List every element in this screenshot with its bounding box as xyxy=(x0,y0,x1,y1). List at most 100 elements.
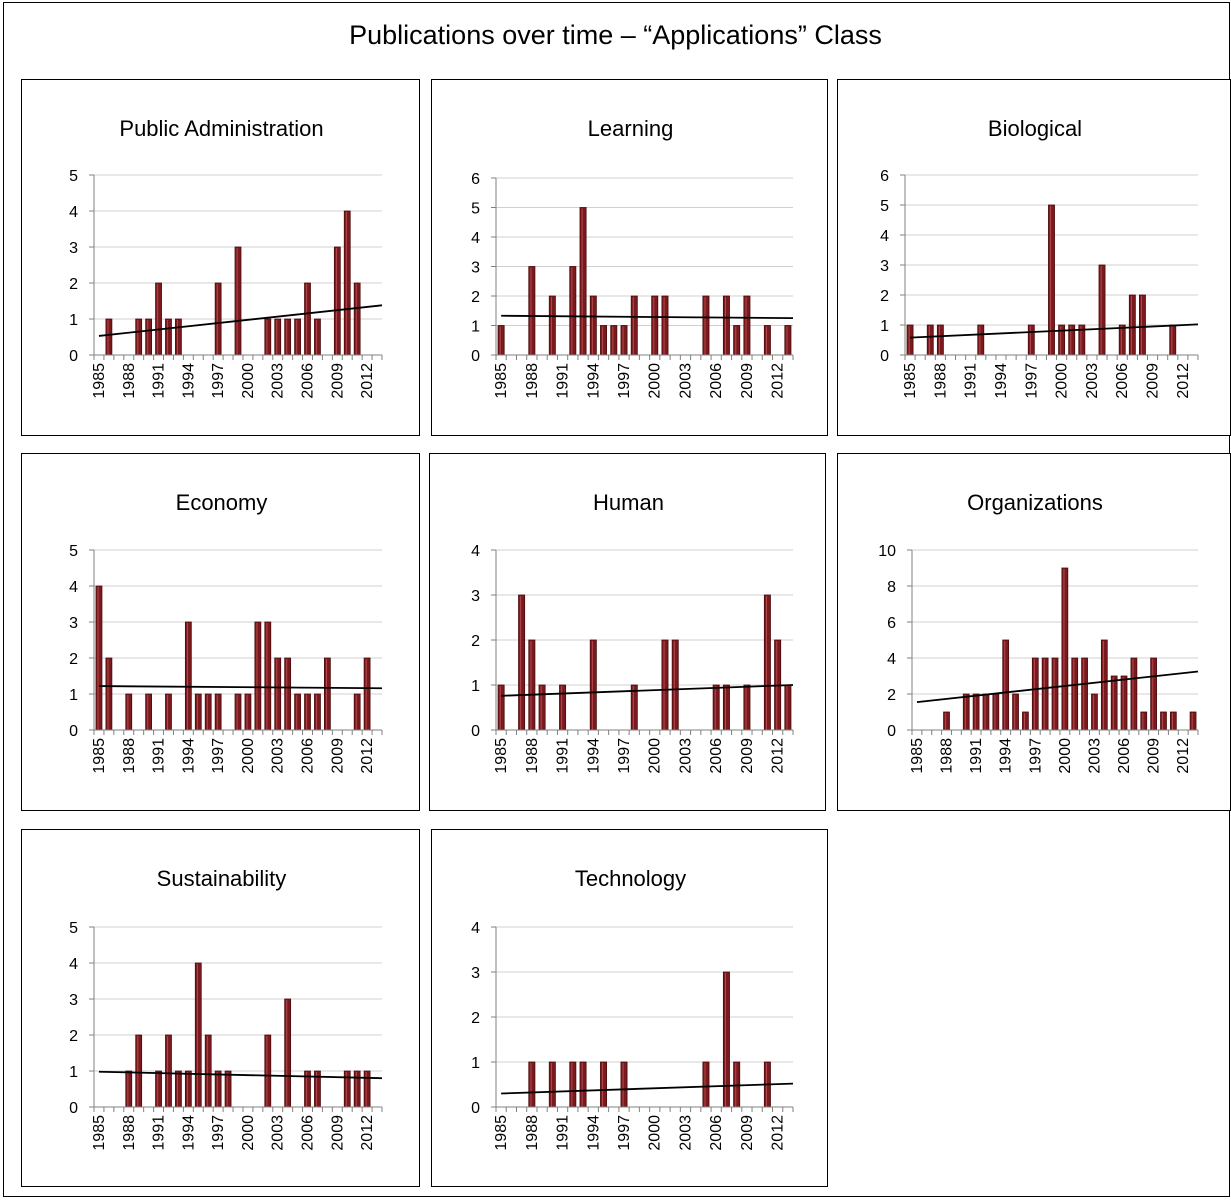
bar xyxy=(1100,639,1108,731)
x-tick-label: 2006 xyxy=(300,1115,317,1151)
chart-title: Learning xyxy=(588,116,674,141)
bar xyxy=(569,266,577,356)
trendline xyxy=(910,323,1199,339)
bar xyxy=(733,1061,741,1108)
chart-svg: Organizations 0 2 4 6 8 10 1985 1988 1991 1994 1997… xyxy=(878,490,1199,774)
y-tick-label: 3 xyxy=(880,258,889,275)
bar xyxy=(1071,657,1079,731)
y-tick-label: 6 xyxy=(880,168,889,185)
bar xyxy=(926,324,934,356)
bar xyxy=(962,693,970,731)
bar xyxy=(671,639,679,731)
bar xyxy=(304,693,311,731)
bar xyxy=(1091,693,1098,731)
x-tick-label: 1988 xyxy=(524,738,541,774)
bar xyxy=(274,657,282,731)
bar xyxy=(1150,657,1157,731)
y-tick-label: 3 xyxy=(69,240,78,257)
x-tick-label: 1985 xyxy=(902,363,919,399)
trendline xyxy=(916,670,1199,703)
x-tick-label: 1988 xyxy=(121,363,138,399)
y-tick-label: 2 xyxy=(69,276,78,293)
bar xyxy=(497,684,505,731)
y-tick-label: 2 xyxy=(887,687,896,704)
trendline xyxy=(501,1082,794,1095)
x-tick-label: 1985 xyxy=(493,1115,510,1151)
bar xyxy=(363,1070,371,1108)
bar xyxy=(620,1061,628,1108)
y-tick-label: 0 xyxy=(69,723,78,740)
x-tick-label: 1994 xyxy=(585,738,602,774)
x-tick-label: 2006 xyxy=(708,363,725,399)
x-tick-label: 1991 xyxy=(151,738,168,774)
y-tick-label: 0 xyxy=(471,723,480,740)
y-tick-label: 4 xyxy=(471,543,480,560)
bar xyxy=(95,585,103,731)
y-tick-label: 0 xyxy=(69,1100,78,1117)
bar xyxy=(702,1061,710,1108)
bar xyxy=(125,1070,133,1108)
bar xyxy=(1160,711,1167,731)
bar xyxy=(538,684,546,731)
bar xyxy=(1022,711,1029,731)
y-tick-label: 1 xyxy=(69,687,78,704)
chart-panel-human: Human 0 1 2 3 4 1985 1988 1991 1994 1997 2000 2003 20… xyxy=(429,453,826,811)
bar xyxy=(1061,567,1069,731)
x-tick-label: 2000 xyxy=(240,363,257,399)
bar xyxy=(1081,657,1088,731)
chart-svg: Learning 0 1 2 3 4 5 6 1985 1988 1991 1994 1997 2000 2… xyxy=(471,116,794,399)
bar xyxy=(1130,657,1138,731)
y-tick-label: 1 xyxy=(471,678,480,695)
x-tick-label: 1991 xyxy=(555,738,572,774)
x-tick-label: 1991 xyxy=(968,738,985,774)
bar xyxy=(214,282,222,356)
y-tick-label: 2 xyxy=(69,1028,78,1045)
x-tick-label: 2000 xyxy=(240,738,257,774)
chart-panel-learning: Learning 0 1 2 3 4 5 6 1985 1988 1991 1994 1997 2000 2… xyxy=(431,79,828,436)
bar xyxy=(323,657,331,731)
bar xyxy=(204,1034,212,1108)
bar xyxy=(936,324,944,356)
y-tick-label: 3 xyxy=(471,260,480,277)
y-tick-label: 2 xyxy=(471,1010,480,1027)
bar xyxy=(528,266,536,356)
x-tick-label: 1991 xyxy=(151,1115,168,1151)
x-tick-label: 2012 xyxy=(770,1115,787,1151)
chart-svg: Biological 0 1 2 3 4 5 6 1985 1988 1991 1994 1997 200… xyxy=(880,116,1199,399)
y-tick-label: 4 xyxy=(880,228,889,245)
x-tick-label: 2003 xyxy=(677,363,694,399)
chart-panel-public-administration: Public Administration 0 1 2 3 4 5 1985 1988 1991 1… xyxy=(21,79,420,436)
bar xyxy=(1031,657,1039,731)
x-tick-label: 2009 xyxy=(329,738,346,774)
x-tick-label: 1985 xyxy=(91,363,108,399)
bar xyxy=(184,1070,192,1108)
x-tick-label: 1985 xyxy=(91,738,108,774)
bar xyxy=(651,295,659,356)
x-tick-label: 1994 xyxy=(585,363,602,399)
x-tick-label: 1994 xyxy=(180,363,197,399)
bar xyxy=(294,693,301,731)
x-tick-label: 1988 xyxy=(939,738,956,774)
x-tick-label: 2000 xyxy=(647,738,664,774)
bar xyxy=(155,282,162,356)
bar xyxy=(497,325,505,356)
y-tick-label: 0 xyxy=(471,1100,480,1117)
trendline xyxy=(501,684,794,697)
bar xyxy=(784,325,792,356)
y-tick-label: 5 xyxy=(69,920,78,937)
bar xyxy=(1120,675,1128,731)
bar xyxy=(569,1061,577,1108)
bar xyxy=(264,1034,272,1108)
y-tick-label: 0 xyxy=(69,348,78,365)
y-tick-label: 4 xyxy=(69,956,78,973)
chart-svg: Human 0 1 2 3 4 1985 1988 1991 1994 1997 2000 2003 20… xyxy=(471,490,794,774)
trendline xyxy=(501,314,794,320)
x-tick-label: 2003 xyxy=(270,738,287,774)
bar xyxy=(244,693,252,731)
x-tick-label: 2009 xyxy=(739,738,756,774)
bar xyxy=(906,324,914,356)
x-tick-label: 1991 xyxy=(555,1115,572,1151)
bar xyxy=(702,295,710,356)
bar xyxy=(204,693,212,731)
x-tick-label: 2003 xyxy=(270,1115,287,1151)
